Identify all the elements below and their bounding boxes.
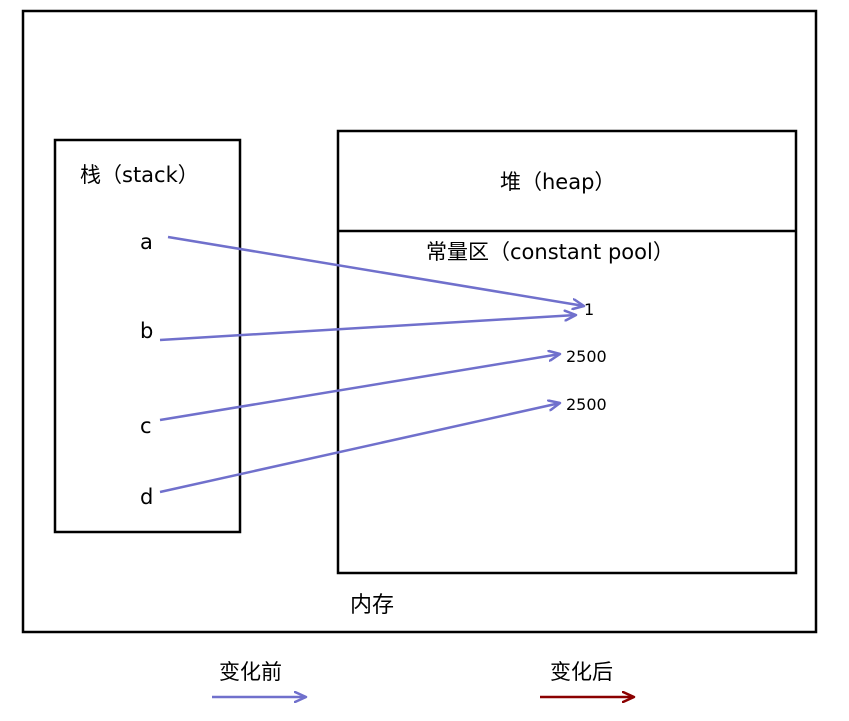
- heap-box: [336, 129, 798, 575]
- heap-title: 堆（heap）: [500, 170, 615, 194]
- stack-var-d: d: [140, 485, 153, 509]
- legend-before-label: 变化前: [219, 660, 282, 684]
- pool-value-2500-first: 2500: [566, 347, 607, 366]
- memory-box: [21, 9, 818, 634]
- pool-title: 常量区（constant pool）: [426, 240, 674, 264]
- pool-value-1: 1: [584, 300, 594, 319]
- arrow-d-to-2500: [159, 403, 560, 494]
- arrow-c-to-2500: [159, 354, 560, 422]
- stack-var-a: a: [140, 230, 153, 254]
- memory-label: 内存: [350, 593, 394, 618]
- pool-value-2500-second: 2500: [566, 395, 607, 414]
- stack-title: 栈（stack）: [80, 163, 199, 187]
- arrow-a-to-1: [167, 235, 584, 306]
- legend-after-label: 变化后: [550, 660, 613, 684]
- stack-var-c: c: [140, 414, 152, 438]
- stack-var-b: b: [140, 319, 153, 343]
- arrow-b-to-1: [159, 315, 576, 342]
